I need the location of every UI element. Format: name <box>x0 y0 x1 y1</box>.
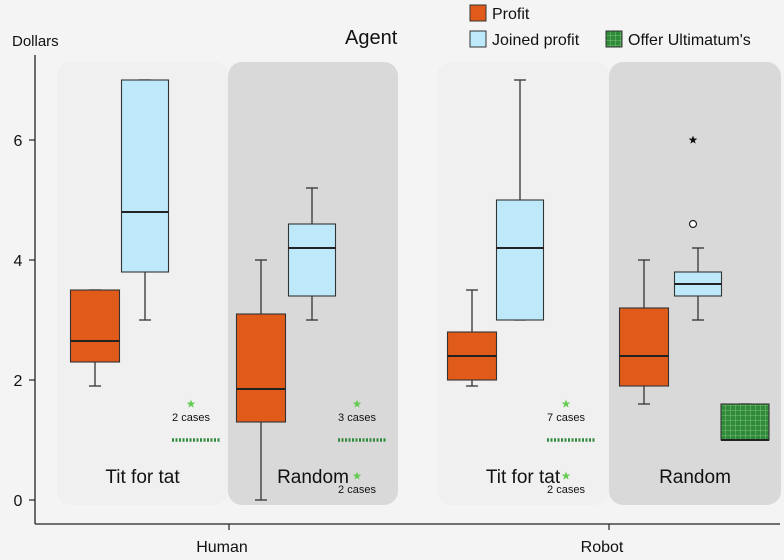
x-group-label: Human <box>196 539 248 556</box>
labels: Dollars Agent Tit for tat Random Tit for t… <box>12 27 731 556</box>
axes <box>34 55 780 525</box>
outlier-star <box>688 135 698 144</box>
panel-label: Random <box>277 467 349 488</box>
y-tick-label: 4 <box>14 253 23 270</box>
panel-label: Tit for tat <box>105 467 180 488</box>
panel-label: Tit for tat <box>486 467 561 488</box>
joined-profit-box <box>673 135 723 321</box>
box-body <box>618 307 670 387</box>
outlier-star <box>186 399 196 408</box>
legend: Profit Joined profit Offer Ultimatum's <box>469 4 751 49</box>
box-body <box>120 79 170 273</box>
case-count-label: 7 cases <box>547 412 585 424</box>
outlier-star <box>352 399 362 408</box>
legend-swatch <box>469 4 487 22</box>
box-body <box>495 199 545 321</box>
profit-box <box>235 259 287 501</box>
joined-profit-box <box>120 79 170 321</box>
box-body <box>720 403 770 441</box>
y-tick-label: 2 <box>14 373 23 390</box>
boxes: 2 cases 3 cases 2 cases 7 cases 2 cases <box>69 79 770 501</box>
y-tick-label: 0 <box>14 493 23 510</box>
y-axis-label: Dollars <box>12 33 59 50</box>
profit-box <box>618 259 670 405</box>
box-body <box>287 223 337 297</box>
outlier-star <box>561 471 571 480</box>
legend-label: Offer Ultimatum's <box>628 32 751 49</box>
x-group-label: Robot <box>581 539 624 556</box>
offer-box <box>720 403 770 441</box>
box-body <box>69 289 121 363</box>
case-count-label: 2 cases <box>338 484 376 496</box>
outlier-star <box>352 471 362 480</box>
legend-swatch <box>469 30 487 48</box>
case-count-label: 3 cases <box>338 412 376 424</box>
box-body <box>235 313 287 423</box>
offer-box: 2 cases <box>172 399 220 442</box>
chart-title: Agent <box>345 27 398 49</box>
y-tick-label: 6 <box>14 133 23 150</box>
legend-swatch <box>605 30 623 48</box>
offer-box: 3 cases 2 cases <box>338 399 386 496</box>
joined-profit-box <box>287 187 337 321</box>
legend-label: Joined profit <box>492 32 580 49</box>
panel-label: Random <box>659 467 731 488</box>
profit-box <box>69 289 121 387</box>
outlier-circle <box>688 219 698 229</box>
outlier-star <box>561 399 571 408</box>
profit-box <box>446 289 498 387</box>
panel-background <box>57 62 228 505</box>
joined-profit-box <box>495 79 545 321</box>
case-count-label: 2 cases <box>547 484 585 496</box>
offer-box: 7 cases 2 cases <box>547 399 595 496</box>
case-count-label: 2 cases <box>172 412 210 424</box>
legend-label: Profit <box>492 6 530 23</box>
